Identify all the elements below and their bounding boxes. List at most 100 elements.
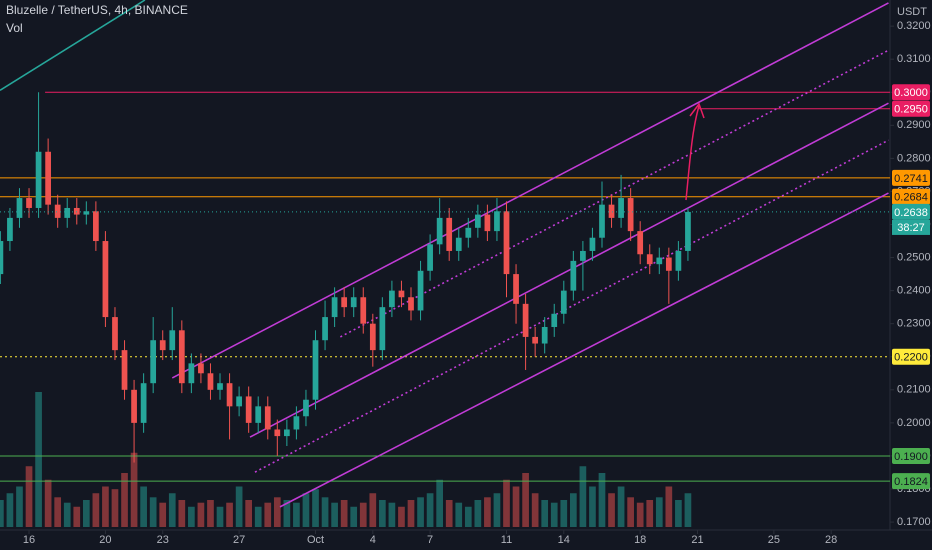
price-tag — [892, 100, 930, 117]
volume-bar — [398, 506, 405, 527]
x-tick-label: 16 — [23, 534, 35, 546]
volume-bar — [675, 500, 682, 527]
candle-body — [341, 297, 348, 308]
volume-bar — [541, 500, 549, 527]
candle-body — [207, 373, 214, 390]
volume-bar — [340, 500, 348, 527]
candle-body — [484, 214, 491, 232]
candle-body — [503, 211, 510, 275]
candle-body — [264, 406, 271, 430]
candle-body — [159, 340, 166, 351]
volume-bar — [445, 500, 453, 527]
volume-bar — [188, 506, 195, 527]
candle-body — [274, 429, 281, 437]
volume-bar — [531, 493, 539, 527]
axes: 0.17000.18000.19000.20000.21000.22000.23… — [23, 20, 931, 546]
candle-body — [646, 254, 653, 265]
volume-bar — [579, 466, 587, 527]
candle-body — [379, 307, 386, 351]
volume-bar — [273, 497, 281, 527]
candle-body — [560, 290, 567, 314]
volume-bar — [560, 500, 568, 527]
volume-bar — [283, 500, 291, 527]
candle-body — [513, 274, 519, 304]
volume-bar — [102, 486, 109, 527]
x-tick-label: 21 — [691, 534, 703, 546]
y-tick-label: 0.2400 — [897, 285, 931, 297]
volume-bar — [436, 479, 443, 527]
candle-body — [93, 211, 99, 242]
volume-bar — [522, 473, 529, 527]
candle-body — [198, 363, 204, 374]
chart-title: Bluzelle / TetherUS, 4h, BINANCE — [6, 3, 188, 17]
candle-body — [665, 257, 672, 271]
arrow — [685, 102, 705, 201]
y-tick-label: 0.3200 — [897, 20, 931, 32]
volume-bar — [426, 493, 434, 527]
candle-body — [236, 396, 242, 407]
price-tag-label: 0.1900 — [894, 451, 928, 463]
volume-bar — [82, 500, 90, 527]
volume-bar — [636, 502, 644, 527]
y-tick-label: 0.3100 — [897, 53, 931, 65]
x-tick-label: 23 — [157, 534, 169, 546]
y-tick-label: 0.2300 — [897, 318, 931, 330]
volume-bar — [598, 473, 606, 527]
volume-bar — [655, 497, 663, 527]
volume-label: Vol — [6, 21, 23, 35]
volume-bar — [503, 479, 510, 527]
candle-body — [226, 383, 233, 407]
x-tick-label: 14 — [558, 534, 570, 546]
volume-bar — [608, 493, 615, 527]
volume-bar — [417, 497, 424, 527]
countdown: 38:27 — [897, 222, 925, 234]
volume-bar — [484, 497, 491, 527]
y-tick-label: 0.2100 — [897, 384, 931, 396]
candle-body — [350, 297, 357, 308]
x-tick-label: 11 — [501, 534, 512, 546]
candle-body — [0, 241, 4, 275]
countdown-box — [892, 219, 930, 235]
candle-body — [331, 297, 338, 318]
volume-bar — [121, 473, 128, 527]
volume-bar — [111, 489, 119, 527]
volume-bar — [627, 497, 634, 527]
volume-bar — [168, 493, 176, 527]
candle-body — [589, 237, 596, 251]
price-tag-label: 0.2200 — [894, 352, 928, 364]
candle-body — [427, 244, 433, 271]
candle-body — [245, 396, 252, 423]
candle-body — [408, 297, 414, 311]
price-tag-label: 0.2741 — [894, 173, 928, 185]
candle-body — [551, 313, 558, 327]
trend-line — [171, 2, 889, 379]
candle-body — [599, 204, 605, 238]
candle-body — [608, 204, 615, 218]
candle-body — [474, 214, 481, 228]
volume-bar — [665, 486, 673, 527]
volume-bar — [589, 486, 596, 527]
candle-body — [446, 217, 453, 251]
candle-body — [637, 231, 644, 255]
volume-bar — [293, 502, 300, 527]
candle-body — [26, 198, 32, 208]
x-tick-label: 7 — [427, 534, 433, 546]
y-tick-label: 0.2500 — [897, 251, 931, 263]
price-tag — [892, 348, 930, 365]
candle-body — [522, 303, 529, 337]
volume-bar — [44, 479, 52, 527]
candle-body — [570, 260, 577, 291]
candle-body — [131, 389, 137, 423]
candle-body — [54, 204, 61, 218]
candle-body — [283, 429, 290, 437]
volume-bar — [321, 497, 329, 527]
price-tag-label: 0.1824 — [894, 476, 928, 488]
trend-line — [0, 0, 146, 91]
trend-line — [254, 139, 889, 473]
candle-body — [685, 211, 691, 251]
candle-body — [360, 297, 367, 324]
volume-bar — [245, 500, 253, 527]
candle-body — [494, 211, 500, 232]
volume-bar — [54, 497, 62, 527]
